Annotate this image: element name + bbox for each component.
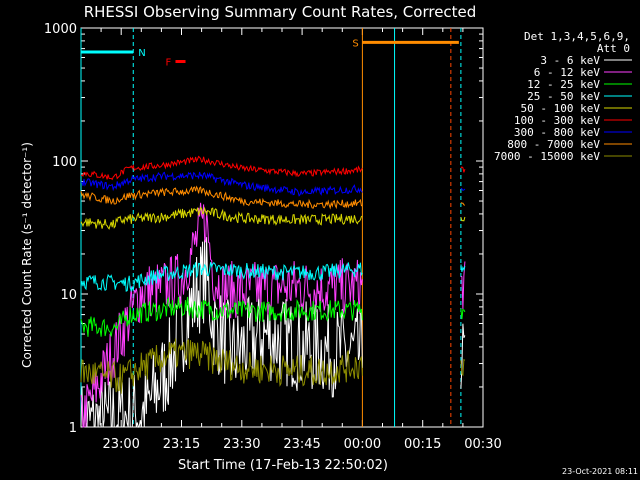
series-line (80, 237, 363, 429)
series-line (80, 206, 363, 230)
series-line (80, 202, 363, 428)
legend-label: 25 - 50 keV (527, 90, 600, 103)
series-line (80, 296, 363, 337)
x-tick-label: 00:30 (464, 437, 501, 452)
series-line-tail (460, 166, 466, 173)
y-tick-label: 10 (60, 288, 77, 303)
x-tick-label: 23:15 (163, 437, 200, 452)
series-line-tail (460, 261, 466, 310)
x-tick-labels: 23:00 23:15 23:30 23:45 00:00 00:15 00:30 (102, 437, 501, 452)
x-tick-label: 00:15 (404, 437, 441, 452)
series-line-tail (460, 308, 466, 320)
series-line-tail (460, 264, 466, 273)
series-line-tail (460, 187, 466, 192)
legend-label: 100 - 300 keV (514, 114, 600, 127)
series-line (80, 171, 363, 197)
legend-label: 800 - 7000 keV (507, 138, 600, 151)
series-line-tail (460, 216, 466, 222)
flag-label: F (165, 57, 171, 68)
x-tick-label: 23:00 (102, 437, 139, 452)
y-tick-labels: 1 10 100 1000 (44, 22, 77, 436)
legend-label: 3 - 6 keV (540, 54, 600, 67)
legend-label: 6 - 12 keV (534, 66, 601, 79)
legend-label: 12 - 25 keV (527, 78, 600, 91)
flag-label: S (352, 38, 358, 49)
legend-label: 300 - 800 keV (514, 126, 600, 139)
y-axis-label: Corrected Count Rate (s⁻¹ detector⁻¹) (20, 142, 34, 368)
y-tick-label: 1000 (44, 22, 77, 37)
legend-label: 50 - 100 keV (521, 102, 601, 115)
series-group (80, 155, 466, 429)
footer-timestamp: 23-Oct-2021 08:11 (562, 467, 638, 476)
flag-label: N (138, 48, 145, 59)
x-axis-label: Start Time (17-Feb-13 22:50:02) (178, 458, 388, 473)
x-tick-label: 23:45 (283, 437, 320, 452)
flag-bars: N F S (81, 38, 459, 68)
series-line (80, 185, 363, 210)
series-line (80, 261, 363, 293)
series-line-tail (460, 323, 466, 389)
series-line (81, 155, 363, 181)
legend-header: Det 1,3,4,5,6,9, (524, 30, 630, 43)
series-line (80, 338, 363, 394)
x-tick-label: 23:30 (223, 437, 260, 452)
legend-header: Att 0 (597, 42, 630, 55)
series-line-tail (460, 358, 466, 377)
legend-label: 7000 - 15000 keV (494, 150, 600, 163)
y-tick-label: 1 (69, 421, 77, 436)
y-tick-label: 100 (52, 155, 77, 170)
chart-title: RHESSI Observing Summary Count Rates, Co… (84, 3, 477, 21)
x-tick-label: 00:00 (344, 437, 381, 452)
series-line-tail (460, 202, 466, 206)
